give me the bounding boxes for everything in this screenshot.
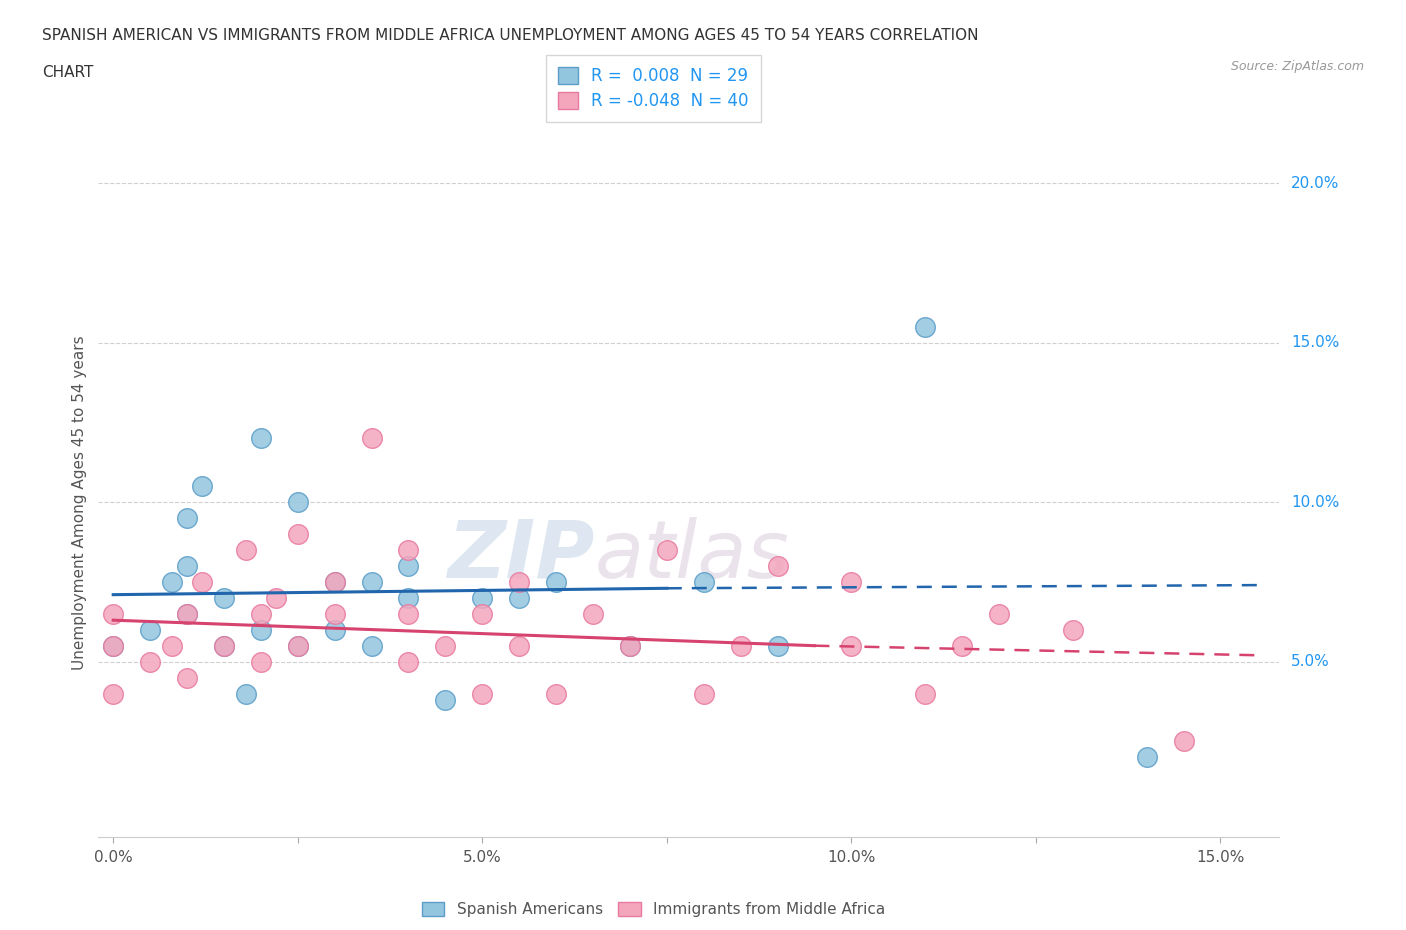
Legend: Spanish Americans, Immigrants from Middle Africa: Spanish Americans, Immigrants from Middl… — [415, 896, 891, 923]
Text: ZIP: ZIP — [447, 517, 595, 595]
Point — [692, 575, 714, 590]
Point — [162, 575, 183, 590]
Point — [323, 575, 346, 590]
Point — [323, 575, 346, 590]
Point — [434, 693, 457, 708]
Point — [191, 575, 214, 590]
Point — [212, 591, 235, 605]
Point — [103, 638, 125, 653]
Point — [287, 526, 309, 541]
Point — [619, 638, 641, 653]
Point — [176, 606, 198, 621]
Point — [434, 638, 457, 653]
Point — [619, 638, 641, 653]
Text: 20.0%: 20.0% — [1291, 176, 1340, 191]
Point — [250, 654, 273, 669]
Point — [471, 606, 494, 621]
Point — [766, 559, 789, 574]
Point — [360, 431, 382, 445]
Point — [396, 654, 419, 669]
Point — [766, 638, 789, 653]
Point — [360, 575, 382, 590]
Point — [396, 606, 419, 621]
Point — [191, 479, 214, 494]
Point — [250, 606, 273, 621]
Point — [914, 686, 936, 701]
Point — [839, 575, 862, 590]
Point — [176, 606, 198, 621]
Point — [396, 559, 419, 574]
Point — [987, 606, 1010, 621]
Text: CHART: CHART — [42, 65, 94, 80]
Point — [250, 431, 273, 445]
Point — [1173, 734, 1195, 749]
Point — [950, 638, 973, 653]
Point — [914, 319, 936, 334]
Point — [396, 542, 419, 557]
Point — [176, 559, 198, 574]
Y-axis label: Unemployment Among Ages 45 to 54 years: Unemployment Among Ages 45 to 54 years — [72, 335, 87, 670]
Point — [692, 686, 714, 701]
Point — [323, 622, 346, 637]
Point — [287, 638, 309, 653]
Point — [544, 575, 567, 590]
Text: SPANISH AMERICAN VS IMMIGRANTS FROM MIDDLE AFRICA UNEMPLOYMENT AMONG AGES 45 TO : SPANISH AMERICAN VS IMMIGRANTS FROM MIDD… — [42, 28, 979, 43]
Point — [264, 591, 287, 605]
Point — [471, 686, 494, 701]
Point — [103, 638, 125, 653]
Point — [544, 686, 567, 701]
Point — [287, 638, 309, 653]
Point — [323, 606, 346, 621]
Text: 5.0%: 5.0% — [1291, 654, 1330, 669]
Point — [471, 591, 494, 605]
Point — [396, 591, 419, 605]
Point — [508, 591, 530, 605]
Text: Source: ZipAtlas.com: Source: ZipAtlas.com — [1230, 60, 1364, 73]
Point — [287, 495, 309, 510]
Point — [508, 575, 530, 590]
Point — [235, 686, 257, 701]
Point — [655, 542, 678, 557]
Point — [235, 542, 257, 557]
Point — [176, 511, 198, 525]
Point — [250, 622, 273, 637]
Point — [212, 638, 235, 653]
Point — [139, 654, 162, 669]
Point — [360, 638, 382, 653]
Text: atlas: atlas — [595, 517, 789, 595]
Point — [139, 622, 162, 637]
Text: 15.0%: 15.0% — [1291, 336, 1340, 351]
Point — [176, 671, 198, 685]
Point — [103, 606, 125, 621]
Point — [1135, 750, 1157, 764]
Point — [1062, 622, 1084, 637]
Point — [508, 638, 530, 653]
Point — [582, 606, 605, 621]
Point — [839, 638, 862, 653]
Point — [730, 638, 752, 653]
Text: 10.0%: 10.0% — [1291, 495, 1340, 510]
Point — [103, 686, 125, 701]
Point — [162, 638, 183, 653]
Point — [212, 638, 235, 653]
